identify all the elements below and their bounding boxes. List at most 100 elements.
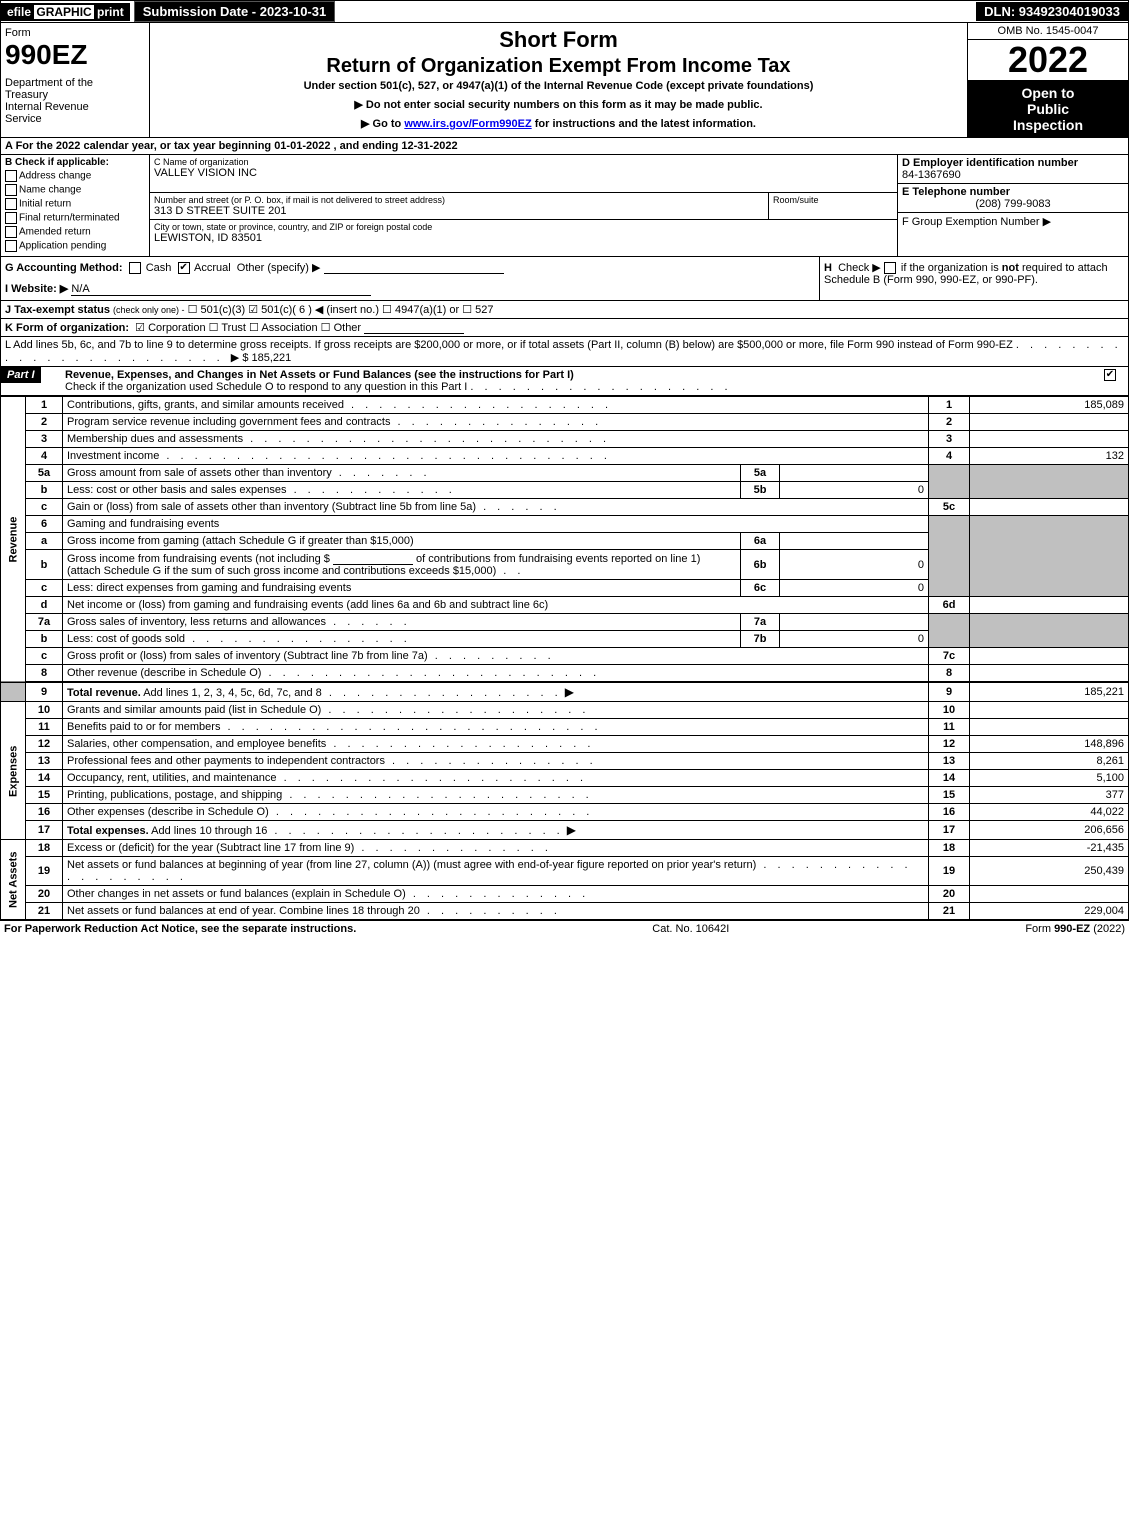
check-address-change[interactable]: Address change bbox=[5, 170, 145, 182]
sub-num: 6b bbox=[741, 550, 780, 580]
main-val: 185,089 bbox=[970, 397, 1129, 414]
line-num: 15 bbox=[26, 787, 63, 804]
other-label: Other (specify) ▶ bbox=[237, 262, 321, 274]
check-label: Final return/terminated bbox=[19, 213, 120, 224]
line-desc: Total expenses. Add lines 10 through 16 … bbox=[63, 821, 929, 840]
table-row: 12 Salaries, other compensation, and emp… bbox=[1, 736, 1129, 753]
line-num: b bbox=[26, 631, 63, 648]
box-d: D Employer identification number 84-1367… bbox=[898, 155, 1128, 184]
main-val bbox=[970, 499, 1129, 516]
box-b: B Check if applicable: Address change Na… bbox=[1, 155, 150, 256]
table-row: 21 Net assets or fund balances at end of… bbox=[1, 903, 1129, 920]
check-initial-return[interactable]: Initial return bbox=[5, 198, 145, 210]
line-num: 4 bbox=[26, 448, 63, 465]
main-num: 17 bbox=[929, 821, 970, 840]
other-specify-field[interactable] bbox=[324, 261, 504, 274]
main-num: 11 bbox=[929, 719, 970, 736]
line-desc: Professional fees and other payments to … bbox=[63, 753, 929, 770]
line-num: c bbox=[26, 648, 63, 665]
line-num: 8 bbox=[26, 665, 63, 683]
line-num: a bbox=[26, 533, 63, 550]
accrual-checkbox[interactable] bbox=[178, 262, 190, 274]
line-desc: Net assets or fund balances at beginning… bbox=[63, 857, 929, 886]
sub-val bbox=[780, 614, 929, 631]
check-name-change[interactable]: Name change bbox=[5, 184, 145, 196]
main-val: 5,100 bbox=[970, 770, 1129, 787]
h-checkbox[interactable] bbox=[884, 262, 896, 274]
part1-checkbox-cell bbox=[1094, 367, 1128, 395]
check-final-return[interactable]: Final return/terminated bbox=[5, 212, 145, 224]
efile-print: print bbox=[94, 5, 124, 19]
footer-left-text: For Paperwork Reduction Act Notice, see … bbox=[4, 923, 356, 935]
group-exempt-label: F Group Exemption Number ▶ bbox=[902, 215, 1124, 228]
line-desc: Gain or (loss) from sale of assets other… bbox=[63, 499, 929, 516]
table-row: 16 Other expenses (describe in Schedule … bbox=[1, 804, 1129, 821]
k-other-field[interactable] bbox=[364, 321, 464, 334]
main-num: 12 bbox=[929, 736, 970, 753]
tax-year: 2022 bbox=[968, 40, 1128, 80]
line-desc: Contributions, gifts, grants, and simila… bbox=[63, 397, 929, 414]
sub-num: 5a bbox=[741, 465, 780, 482]
table-row: 19 Net assets or fund balances at beginn… bbox=[1, 857, 1129, 886]
main-num: 7c bbox=[929, 648, 970, 665]
main-val: 250,439 bbox=[970, 857, 1129, 886]
short-form-title: Short Form bbox=[158, 27, 959, 53]
line-num: 2 bbox=[26, 414, 63, 431]
line-desc: Gaming and fundraising events bbox=[63, 516, 929, 533]
desc-text: Salaries, other compensation, and employ… bbox=[67, 738, 326, 750]
desc-text: Benefits paid to or for members bbox=[67, 721, 220, 733]
line-desc: Other changes in net assets or fund bala… bbox=[63, 886, 929, 903]
desc-text: Membership dues and assessments bbox=[67, 433, 243, 445]
main-val bbox=[970, 886, 1129, 903]
line-desc: Less: cost or other basis and sales expe… bbox=[63, 482, 741, 499]
line-num: 13 bbox=[26, 753, 63, 770]
main-val: 44,022 bbox=[970, 804, 1129, 821]
department-label: Department of theTreasuryInternal Revenu… bbox=[5, 77, 145, 125]
table-row: 6 Gaming and fundraising events bbox=[1, 516, 1129, 533]
line-desc: Occupancy, rent, utilities, and maintena… bbox=[63, 770, 929, 787]
phone-label: E Telephone number bbox=[902, 186, 1124, 198]
g-label: G Accounting Method: bbox=[5, 262, 123, 274]
form-header: Form 990EZ Department of theTreasuryInte… bbox=[0, 23, 1129, 138]
main-num: 9 bbox=[929, 682, 970, 702]
inst2-suffix: for instructions and the latest informat… bbox=[532, 118, 756, 130]
k-label: K Form of organization: bbox=[5, 322, 129, 334]
main-num: 20 bbox=[929, 886, 970, 903]
efile-tag[interactable]: efile GRAPHIC print bbox=[1, 3, 130, 21]
main-num: 8 bbox=[929, 665, 970, 683]
line-num: 17 bbox=[26, 821, 63, 840]
sub-num: 5b bbox=[741, 482, 780, 499]
part1-checkbox[interactable] bbox=[1104, 369, 1116, 381]
irs-link[interactable]: www.irs.gov/Form990EZ bbox=[404, 118, 531, 130]
phone-value: (208) 799-9083 bbox=[902, 198, 1124, 210]
open-public-badge: Open toPublicInspection bbox=[968, 80, 1128, 137]
contrib-amount-field[interactable] bbox=[333, 552, 413, 565]
shaded-cell bbox=[970, 465, 1129, 499]
footer-right: Form 990-EZ (2022) bbox=[1025, 923, 1125, 935]
main-val bbox=[970, 414, 1129, 431]
city-label: City or town, state or province, country… bbox=[154, 222, 893, 232]
row-gh: G Accounting Method: Cash Accrual Other … bbox=[0, 257, 1129, 301]
netassets-vert-label: Net Assets bbox=[1, 840, 26, 920]
main-num: 15 bbox=[929, 787, 970, 804]
omb-number: OMB No. 1545-0047 bbox=[968, 23, 1128, 40]
arrow-icon: ▶ bbox=[565, 685, 574, 699]
main-num: 21 bbox=[929, 903, 970, 920]
check-application-pending[interactable]: Application pending bbox=[5, 240, 145, 252]
efile-graphic: GRAPHIC bbox=[34, 5, 93, 19]
line-desc: Other expenses (describe in Schedule O) … bbox=[63, 804, 929, 821]
check-amended-return[interactable]: Amended return bbox=[5, 226, 145, 238]
check-label: Amended return bbox=[19, 227, 91, 238]
instruction-link: ▶ Go to www.irs.gov/Form990EZ for instru… bbox=[158, 117, 959, 130]
table-row: 3 Membership dues and assessments . . . … bbox=[1, 431, 1129, 448]
room-cell: Room/suite bbox=[769, 193, 897, 219]
total-rev-label: Total revenue. bbox=[67, 687, 141, 699]
sub-val bbox=[780, 465, 929, 482]
street-label: Number and street (or P. O. box, if mail… bbox=[154, 195, 764, 205]
cash-checkbox[interactable] bbox=[129, 262, 141, 274]
line-desc: Gross amount from sale of assets other t… bbox=[63, 465, 741, 482]
desc-text: Less: cost or other basis and sales expe… bbox=[67, 484, 287, 496]
header-left: Form 990EZ Department of theTreasuryInte… bbox=[1, 23, 150, 137]
line-desc: Net assets or fund balances at end of ye… bbox=[63, 903, 929, 920]
main-num: 3 bbox=[929, 431, 970, 448]
